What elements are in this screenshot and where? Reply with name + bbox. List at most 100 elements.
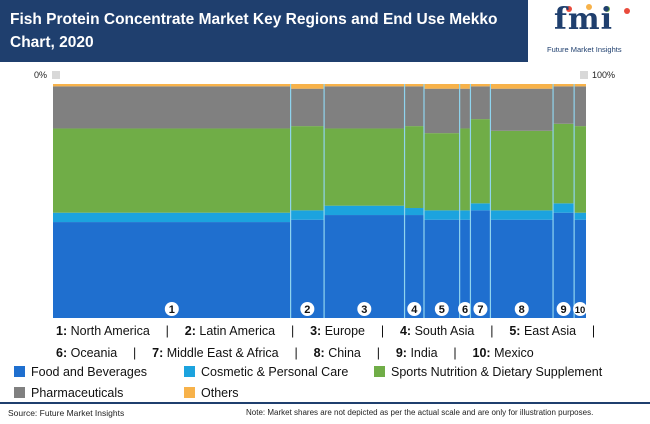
region-number-label: 4 <box>411 304 418 316</box>
footer-divider <box>0 402 650 404</box>
legend-separator: | <box>294 346 298 360</box>
segment-cosmetic-and-personal-care-region-3 <box>324 205 405 216</box>
region-10-name: Mexico <box>494 346 534 360</box>
series-legend-sports: Sports Nutrition & Dietary Supplement <box>374 365 602 379</box>
others-swatch <box>184 387 195 398</box>
series-label-sports: Sports Nutrition & Dietary Supplement <box>391 365 603 379</box>
segment-cosmetic-and-personal-care-region-1 <box>53 212 291 223</box>
region-1-name: North America <box>70 324 150 338</box>
segment-others-region-3 <box>324 84 405 87</box>
legend-separator: | <box>490 324 494 338</box>
region-2-number: 2: <box>184 324 196 338</box>
footer-source: Source: Future Market Insights <box>8 408 125 418</box>
segment-food-and-beverages-region-7 <box>470 210 491 318</box>
segment-others-region-4 <box>404 84 424 87</box>
region-marker-10 <box>573 302 588 316</box>
series-legend-cosmetic: Cosmetic & Personal Care <box>184 365 348 379</box>
series-legend-pharma: Pharmaceuticals <box>14 386 123 400</box>
region-marker-5 <box>434 302 449 316</box>
series-label-cosmetic: Cosmetic & Personal Care <box>201 365 349 379</box>
footer-note: Note: Market shares are not depicted as … <box>246 408 594 417</box>
segment-food-and-beverages-region-9 <box>553 212 575 318</box>
segment-cosmetic-and-personal-care-region-5 <box>423 210 460 220</box>
segment-cosmetic-and-personal-care-region-10 <box>574 212 586 220</box>
region-9-number: 9: <box>395 346 407 360</box>
series-legend-food: Food and Beverages <box>14 365 147 379</box>
segment-food-and-beverages-region-8 <box>490 219 554 318</box>
segment-pharmaceuticals-region-4 <box>404 86 424 127</box>
region-number-label: 5 <box>439 304 445 316</box>
segment-sports-nutrition-and-dietary-supplement-region-1 <box>53 128 291 213</box>
segment-pharmaceuticals-region-3 <box>324 86 405 129</box>
segment-others-region-10 <box>574 84 586 87</box>
segment-others-region-5 <box>423 84 460 89</box>
region-7-number: 7: <box>152 346 164 360</box>
segment-others-region-9 <box>553 84 575 87</box>
segment-food-and-beverages-region-4 <box>404 215 424 318</box>
region-marker-3 <box>357 302 372 316</box>
segment-pharmaceuticals-region-7 <box>470 86 491 120</box>
segment-others-region-1 <box>53 84 291 87</box>
region-5-name: East Asia <box>523 324 577 338</box>
region-3-number: 3: <box>310 324 322 338</box>
sports-swatch <box>374 366 385 377</box>
axis-marker-left <box>52 71 60 79</box>
region-number-label: 10 <box>575 305 586 316</box>
series-label-food: Food and Beverages <box>31 365 148 379</box>
segment-pharmaceuticals-region-5 <box>423 88 460 134</box>
region-5-number: 5: <box>509 324 521 338</box>
segment-others-region-2 <box>290 84 325 89</box>
logo-text: fmi <box>554 2 614 37</box>
region-number-label: 9 <box>561 304 567 316</box>
region-4-number: 4: <box>399 324 412 338</box>
region-marker-6 <box>458 302 473 316</box>
segment-food-and-beverages-region-2 <box>290 219 325 318</box>
segment-sports-nutrition-and-dietary-supplement-region-7 <box>470 119 491 204</box>
legend-separator: | <box>165 324 169 338</box>
header-banner: Fish Protein Concentrate Market Key Regi… <box>0 0 650 62</box>
segment-cosmetic-and-personal-care-region-2 <box>290 210 325 220</box>
legend-separator: | <box>133 346 137 360</box>
segment-sports-nutrition-and-dietary-supplement-region-8 <box>490 130 554 211</box>
axis-label-left: 0% <box>34 70 48 80</box>
region-marker-9 <box>556 302 571 316</box>
region-7-name: Middle East & Africa <box>166 346 279 360</box>
segment-pharmaceuticals-region-2 <box>290 88 325 127</box>
region-legend-row-2: 6: Oceania | 7: Middle East & Africa | 8… <box>56 346 534 360</box>
segment-sports-nutrition-and-dietary-supplement-region-5 <box>423 133 460 211</box>
segment-cosmetic-and-personal-care-region-4 <box>404 208 424 216</box>
region-2-name: Latin America <box>199 324 276 338</box>
series-label-pharma: Pharmaceuticals <box>31 386 124 400</box>
segment-sports-nutrition-and-dietary-supplement-region-4 <box>404 126 424 209</box>
region-1-number: 1: <box>56 324 68 338</box>
region-marker-8 <box>514 302 529 316</box>
region-number-label: 7 <box>477 304 483 316</box>
axis-marker-right <box>580 71 588 79</box>
legend-separator: | <box>290 324 295 338</box>
region-8-number: 8: <box>313 346 325 360</box>
region-4-name: South Asia <box>414 324 475 338</box>
logo: fmi Future Market Insights <box>528 0 650 62</box>
segment-sports-nutrition-and-dietary-supplement-region-10 <box>574 126 586 213</box>
region-marker-2 <box>300 302 315 316</box>
chart-title: Fish Protein Concentrate Market Key Regi… <box>10 11 498 51</box>
legend-separator: | <box>376 346 380 360</box>
segment-pharmaceuticals-region-6 <box>459 88 471 129</box>
segment-cosmetic-and-personal-care-region-7 <box>470 203 491 211</box>
region-9-name: India <box>410 346 438 360</box>
legend-separator: | <box>453 346 457 360</box>
segment-others-region-7 <box>470 84 491 87</box>
cosmetic-swatch <box>184 366 195 377</box>
segment-cosmetic-and-personal-care-region-9 <box>553 203 575 213</box>
region-number-label: 6 <box>462 304 468 316</box>
region-3-name: Europe <box>324 324 366 338</box>
region-marker-1 <box>164 302 179 316</box>
segment-food-and-beverages-region-6 <box>459 219 471 318</box>
segment-sports-nutrition-and-dietary-supplement-region-6 <box>459 128 471 211</box>
logo-subtext: Future Market Insights <box>547 45 622 54</box>
segment-food-and-beverages-region-10 <box>574 219 586 318</box>
segment-cosmetic-and-personal-care-region-6 <box>459 210 471 220</box>
region-number-label: 2 <box>304 304 310 316</box>
segment-pharmaceuticals-region-1 <box>53 86 291 129</box>
